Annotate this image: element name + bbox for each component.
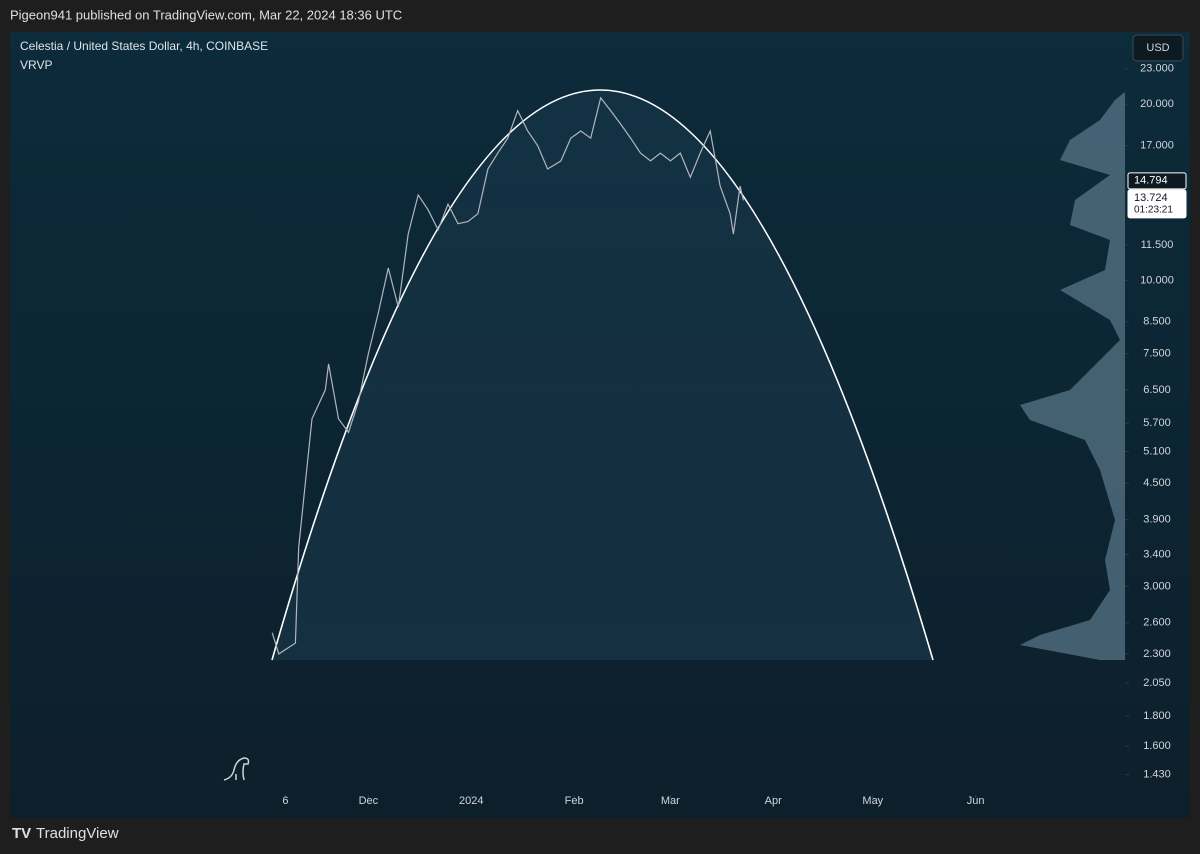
publisher: Pigeon941 published on TradingView.com, … bbox=[10, 7, 402, 22]
footer-bar bbox=[0, 818, 1200, 854]
y-tick-label: 6.500 bbox=[1143, 384, 1171, 396]
y-tick-label: 7.500 bbox=[1143, 347, 1171, 359]
y-tick-label: 3.400 bbox=[1143, 548, 1171, 560]
x-tick-label: May bbox=[862, 795, 883, 807]
y-tick-label: 1.430 bbox=[1143, 769, 1171, 781]
x-tick-label: Apr bbox=[765, 795, 782, 807]
y-tick-label: 1.600 bbox=[1143, 740, 1171, 752]
volume-profile bbox=[1020, 92, 1125, 660]
price-badge bbox=[1127, 172, 1187, 190]
y-tick-label: 20.000 bbox=[1140, 98, 1174, 110]
y-tick-label: 11.500 bbox=[1141, 239, 1174, 251]
price-badge bbox=[1127, 189, 1187, 219]
tv-logo: TV bbox=[12, 825, 31, 842]
y-tick-label: 2.050 bbox=[1143, 677, 1171, 689]
arc-drawing bbox=[271, 89, 934, 661]
x-tick-label: Jun bbox=[967, 795, 985, 807]
y-tick-label: 5.100 bbox=[1143, 445, 1171, 457]
price-line bbox=[271, 96, 744, 655]
price-badge-label: 13.724 bbox=[1134, 192, 1168, 204]
chart-title: Celestia / United States Dollar, 4h, COI… bbox=[20, 39, 268, 53]
arc-fill bbox=[272, 90, 933, 660]
y-tick-label: 3.900 bbox=[1143, 514, 1171, 526]
y-tick-label: 23.000 bbox=[1140, 63, 1174, 75]
y-tick-label: 1.800 bbox=[1143, 710, 1171, 722]
footer-brand: TradingView bbox=[36, 825, 119, 842]
y-tick-label: 2.600 bbox=[1143, 617, 1171, 629]
x-tick-label: Feb bbox=[565, 795, 584, 807]
y-tick-label: 5.700 bbox=[1143, 417, 1171, 429]
y-tick-label: 2.300 bbox=[1143, 648, 1171, 660]
y-tick-label: 4.500 bbox=[1143, 477, 1171, 489]
x-tick-label: Mar bbox=[661, 795, 680, 807]
y-tick-label: 3.000 bbox=[1143, 580, 1171, 592]
indicator: VRVP bbox=[20, 58, 52, 72]
countdown: 01:23:21 bbox=[1134, 205, 1173, 216]
currency: USD bbox=[1146, 42, 1169, 54]
x-tick-label: 6 bbox=[282, 795, 288, 807]
y-tick-label: 17.000 bbox=[1140, 139, 1174, 151]
x-tick-label: Dec bbox=[359, 795, 379, 807]
x-tick-label: 2024 bbox=[459, 795, 483, 807]
price-badge-label: 14.794 bbox=[1134, 175, 1168, 187]
currency-button[interactable] bbox=[1132, 34, 1184, 62]
y-tick-label: 8.500 bbox=[1143, 316, 1171, 328]
y-tick-label: 10.000 bbox=[1140, 274, 1174, 286]
logo-icon bbox=[223, 757, 250, 781]
